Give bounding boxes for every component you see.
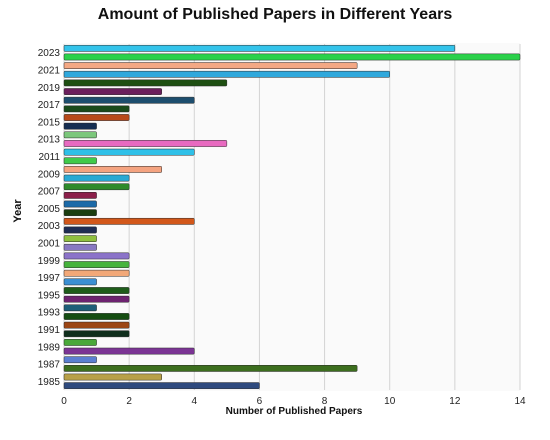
chart-title: Amount of Published Papers in Different … [97,6,453,23]
bar [63,114,130,121]
x-tick-label: 0 [61,396,67,407]
bar [63,321,130,329]
x-tick-labels: 0 2 4 6 8 10 12 14 [61,396,526,407]
bar [63,131,97,139]
y-tick-label: 2021 [38,65,61,76]
bar [63,209,97,217]
bar [63,261,130,268]
bar [63,122,97,130]
bar [63,174,130,182]
y-tick-label: 1985 [38,377,61,388]
y-tick-label: 2001 [38,238,61,249]
y-tick-label: 2013 [38,135,61,146]
y-tick-label: 1991 [38,325,61,336]
x-axis-label: Number of Published Papers [225,406,363,417]
y-tick-label: 1989 [38,342,61,353]
bar [63,53,521,61]
bar [63,88,162,95]
bar [63,235,97,242]
x-tick-label: 12 [449,396,461,407]
bar [63,330,130,338]
y-tick-label: 2007 [38,187,61,198]
x-tick-label: 10 [384,396,396,407]
bar [63,217,195,225]
bar [63,287,130,294]
y-tick-label: 1993 [38,308,61,319]
y-tick-label: 2009 [38,169,61,180]
bar [63,382,260,390]
bar [63,295,130,303]
y-tick-label: 2011 [38,152,60,163]
bar [63,373,162,381]
bar [63,278,97,286]
bar [63,105,130,113]
y-tick-label: 2017 [38,100,61,111]
bar [63,339,97,346]
bar [63,148,195,156]
bar [63,347,195,355]
bar [63,79,228,87]
y-axis-label: Year [12,199,24,223]
bar-series [63,44,521,390]
y-tick-label: 2019 [38,83,61,94]
bar [63,313,130,320]
x-tick-label: 4 [192,396,198,407]
y-tick-label: 2003 [38,221,61,232]
bar [63,200,97,208]
bar [63,304,97,312]
y-tick-label: 2023 [38,48,61,59]
bar [63,226,97,234]
bar [63,192,97,199]
bar [63,62,358,69]
y-tick-label: 1999 [38,256,61,267]
y-tick-label: 1995 [38,290,61,301]
x-tick-label: 2 [126,396,132,407]
x-tick-label: 6 [257,396,263,407]
y-tick-labels: 1985 1987 1989 1991 1993 1995 1997 1999 2001 2003… [38,48,61,388]
y-tick-label: 2005 [38,204,61,215]
y-tick-label: 2015 [38,117,61,128]
bar [63,140,228,147]
bar [63,365,358,372]
bar [63,183,130,191]
x-tick-label: 14 [514,396,526,407]
x-tick-label: 8 [322,396,328,407]
bar [63,166,162,173]
bar [63,44,456,52]
y-tick-label: 1997 [38,273,61,284]
bar [63,269,130,277]
y-tick-label: 1987 [38,360,61,371]
grid-lines [63,43,521,391]
bar [63,96,195,104]
bar [63,157,97,165]
bar [63,70,390,78]
bar [63,243,97,251]
bar [63,356,97,364]
bar [63,252,130,260]
